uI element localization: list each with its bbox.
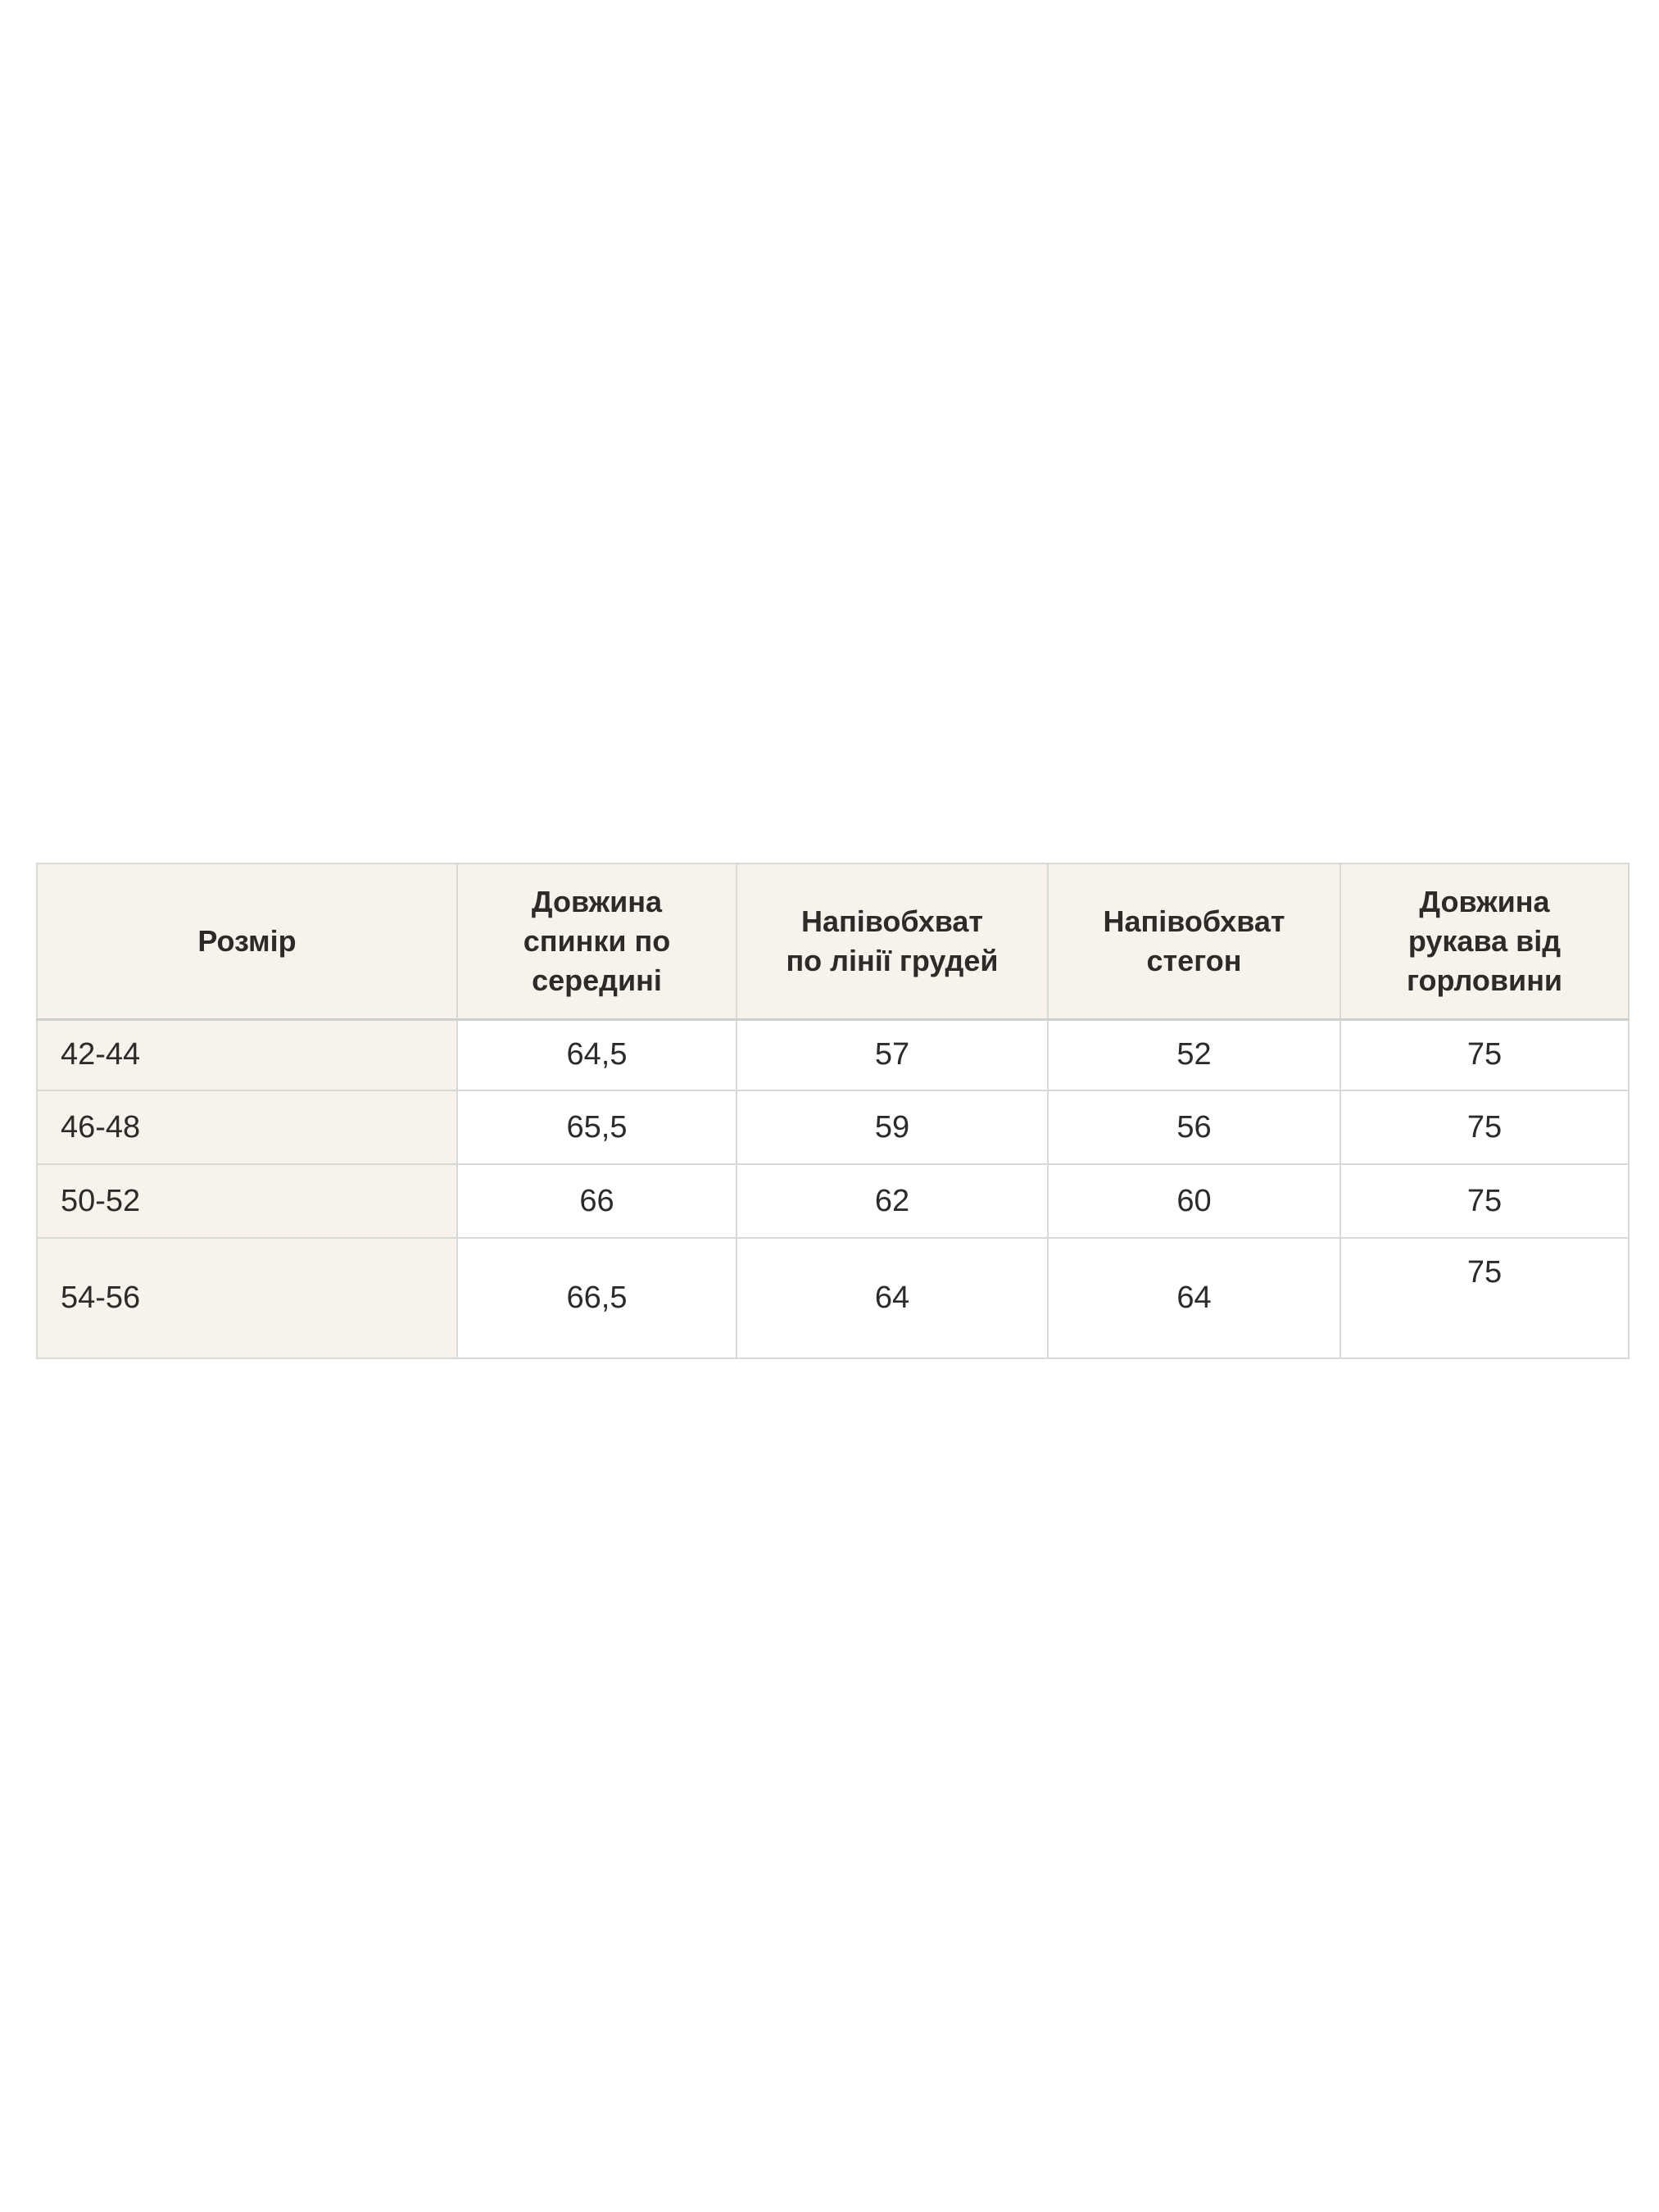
sleeve-length-cell: 75	[1339, 1090, 1630, 1165]
size-cell: 42-44	[36, 1018, 458, 1091]
hips-half-girth-cell: 64	[1047, 1237, 1341, 1359]
table-row: 50-52 66 62 60 75	[36, 1163, 1630, 1239]
sleeve-length-cell: 75	[1339, 1163, 1630, 1239]
table-row: 42-44 64,5 57 52 75	[36, 1018, 1630, 1091]
size-cell: 54-56	[36, 1237, 458, 1359]
chest-half-girth-cell: 59	[736, 1090, 1049, 1165]
sleeve-length-cell: 75	[1339, 1237, 1630, 1359]
hips-half-girth-cell: 56	[1047, 1090, 1341, 1165]
table-body: 42-44 64,5 57 52 75 46-48 65,5 59 56 75 …	[36, 1018, 1630, 1359]
back-length-cell: 66,5	[456, 1237, 737, 1359]
table-row: 54-56 66,5 64 64 75	[36, 1237, 1630, 1359]
back-length-cell: 64,5	[456, 1018, 737, 1091]
column-header-size: Розмір	[36, 863, 458, 1021]
chest-half-girth-cell: 57	[736, 1018, 1049, 1091]
size-chart: Розмір Довжина спинки по середині Напіво…	[36, 863, 1630, 1359]
hips-half-girth-cell: 52	[1047, 1018, 1341, 1091]
header-row: Розмір Довжина спинки по середині Напіво…	[36, 863, 1630, 1021]
size-cell: 46-48	[36, 1090, 458, 1165]
size-cell: 50-52	[36, 1163, 458, 1239]
back-length-cell: 65,5	[456, 1090, 737, 1165]
table-row: 46-48 65,5 59 56 75	[36, 1090, 1630, 1165]
column-header-chest-half-girth: Напівобхват по лінії грудей	[736, 863, 1049, 1021]
chest-half-girth-cell: 64	[736, 1237, 1049, 1359]
table-header: Розмір Довжина спинки по середині Напіво…	[36, 863, 1630, 1021]
back-length-cell: 66	[456, 1163, 737, 1239]
hips-half-girth-cell: 60	[1047, 1163, 1341, 1239]
column-header-hips-half-girth: Напівобхват стегон	[1047, 863, 1341, 1021]
sleeve-length-cell: 75	[1339, 1018, 1630, 1091]
column-header-sleeve-length: Довжина рукава від горловини	[1339, 863, 1630, 1021]
column-header-back-length: Довжина спинки по середині	[456, 863, 737, 1021]
chest-half-girth-cell: 62	[736, 1163, 1049, 1239]
size-chart-table: Розмір Довжина спинки по середині Напіво…	[36, 863, 1630, 1359]
